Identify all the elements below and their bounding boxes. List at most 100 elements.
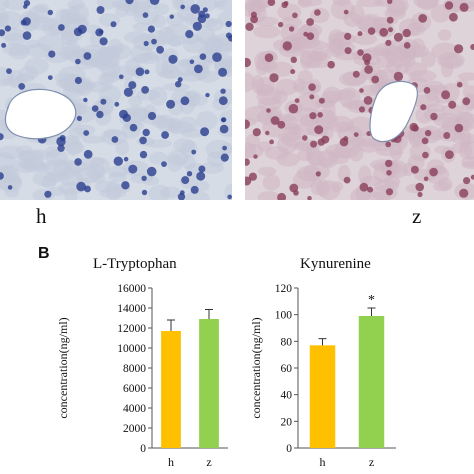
nucleus-mark (364, 65, 373, 74)
nucleus-mark (343, 136, 349, 142)
cytoplasm-texture (61, 40, 81, 58)
cytoplasm-texture (245, 144, 264, 159)
cytoplasm-texture (205, 18, 224, 32)
cytoplasm-texture (262, 174, 281, 191)
cytoplasm-texture (124, 31, 151, 44)
cytoplasm-texture (441, 104, 464, 116)
nucleus-mark (353, 132, 359, 138)
cytoplasm-texture (258, 60, 278, 72)
nucleus-mark (225, 32, 232, 39)
nucleus-mark (282, 41, 292, 51)
cytoplasm-texture (272, 90, 288, 104)
nucleus-mark (186, 171, 193, 177)
cytoplasm-texture (82, 135, 106, 144)
y-tick-label: 12000 (117, 323, 146, 335)
y-tick-label: 0 (140, 443, 146, 455)
nucleus-mark (441, 90, 451, 100)
nucleus-mark (423, 87, 431, 94)
nucleus-mark (83, 97, 88, 103)
nucleus-mark (100, 98, 107, 105)
nucleus-mark (449, 12, 458, 22)
nucleus-mark (190, 4, 200, 14)
nucleus-mark (245, 22, 254, 31)
nucleus-mark (219, 124, 229, 134)
nucleus-mark (288, 103, 299, 114)
y-tick-label: 14000 (117, 303, 146, 315)
nucleus-mark (470, 174, 474, 180)
significance-marker: * (368, 293, 375, 308)
y-tick-label: 6000 (123, 383, 146, 395)
nucleus-mark (142, 128, 150, 137)
nucleus-mark (363, 96, 373, 105)
cytoplasm-texture (293, 78, 306, 92)
nucleus-mark (135, 67, 145, 76)
nucleus-mark (367, 186, 374, 193)
cytoplasm-texture (300, 49, 323, 69)
nucleus-mark (218, 96, 228, 106)
nucleus-mark (352, 70, 360, 78)
nucleus-mark (0, 29, 6, 37)
nucleus-mark (269, 139, 274, 145)
nucleus-mark (47, 9, 53, 16)
nucleus-mark (423, 176, 429, 182)
nucleus-mark (200, 127, 210, 137)
nucleus-mark (245, 119, 250, 129)
nucleus-mark (362, 53, 372, 63)
nucleus-mark (430, 112, 438, 121)
cytoplasm-texture (253, 25, 281, 39)
nucleus-mark (386, 170, 392, 176)
nucleus-mark (181, 176, 190, 185)
nucleus-mark (141, 189, 148, 196)
nucleus-mark (151, 38, 157, 45)
nucleus-mark (314, 9, 321, 16)
y-tick-label: 100 (275, 310, 293, 322)
nucleus-mark (180, 96, 190, 106)
cytoplasm-texture (168, 37, 183, 47)
nucleus-mark (463, 177, 471, 185)
nucleus-mark (289, 183, 299, 193)
nucleus-mark (175, 81, 182, 88)
cytoplasm-texture (161, 64, 181, 80)
nucleus-mark (96, 6, 105, 14)
nucleus-mark (122, 113, 131, 123)
nucleus-mark (410, 165, 419, 174)
nucleus-mark (147, 25, 155, 33)
cytoplasm-texture (315, 179, 330, 197)
panel-letter: B (38, 245, 50, 262)
nucleus-mark (96, 110, 104, 119)
nucleus-mark (205, 92, 210, 98)
cytoplasm-texture (0, 164, 20, 184)
nucleus-mark (22, 31, 32, 40)
nucleus-mark (387, 0, 393, 4)
nucleus-mark (253, 154, 258, 159)
nucleus-mark (123, 156, 129, 162)
nucleus-mark (288, 26, 295, 32)
nucleus-mark (58, 24, 65, 31)
chart-title-kynurenine: Kynurenine (300, 256, 371, 272)
nucleus-mark (248, 172, 257, 181)
nucleus-mark (294, 98, 300, 103)
cytoplasm-texture (148, 86, 168, 106)
nucleus-mark (161, 131, 170, 139)
nucleus-mark (180, 4, 185, 10)
nucleus-mark (344, 47, 352, 55)
cytoplasm-texture (196, 181, 210, 192)
nucleus-mark (264, 53, 274, 62)
cytoplasm-texture (15, 145, 34, 155)
nucleus-mark (144, 69, 150, 75)
nucleus-mark (277, 192, 287, 200)
nucleus-mark (424, 129, 432, 137)
cytoplasm-texture (166, 13, 185, 27)
nucleus-mark (454, 44, 464, 54)
cytoplasm-texture (45, 149, 68, 167)
nucleus-mark (417, 191, 423, 198)
nucleus-mark (456, 81, 463, 88)
cytoplasm-texture (156, 114, 176, 133)
nucleus-mark (302, 135, 308, 141)
cytoplasm-texture (297, 0, 322, 7)
nucleus-mark (0, 172, 4, 180)
x-tick-label-z: z (369, 455, 374, 469)
cytoplasm-texture (331, 181, 344, 192)
nucleus-mark (290, 69, 296, 75)
nucleus-mark (202, 7, 208, 13)
